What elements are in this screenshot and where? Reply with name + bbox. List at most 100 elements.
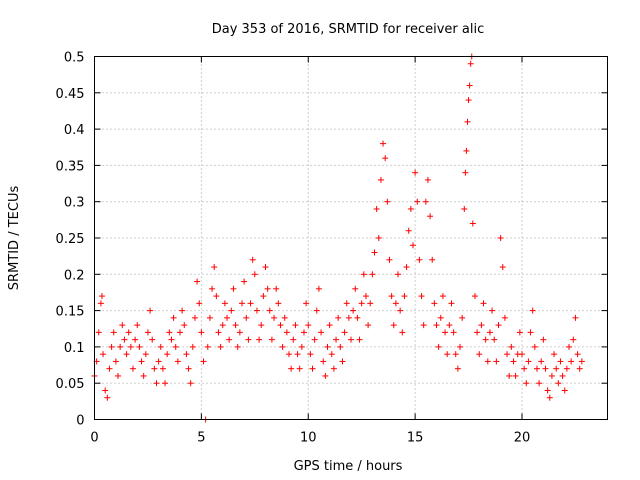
data-point bbox=[380, 140, 387, 147]
data-point bbox=[127, 343, 134, 350]
data-point bbox=[523, 380, 530, 387]
data-point bbox=[277, 322, 284, 329]
data-point bbox=[439, 293, 446, 300]
data-point bbox=[563, 365, 570, 372]
y-tick-label: 0.35 bbox=[56, 159, 85, 174]
data-point bbox=[157, 343, 164, 350]
data-point bbox=[311, 336, 318, 343]
data-point bbox=[234, 343, 241, 350]
data-point bbox=[95, 329, 102, 336]
data-point bbox=[501, 314, 508, 321]
data-point bbox=[315, 285, 322, 292]
data-point bbox=[204, 343, 211, 350]
data-point bbox=[123, 351, 130, 358]
data-point bbox=[236, 329, 243, 336]
data-point bbox=[194, 278, 201, 285]
data-point bbox=[521, 365, 528, 372]
y-tick-label: 0.2 bbox=[64, 268, 85, 283]
data-point bbox=[121, 336, 128, 343]
data-point bbox=[466, 82, 473, 89]
data-point bbox=[215, 329, 222, 336]
data-point bbox=[110, 329, 117, 336]
data-point bbox=[200, 358, 207, 365]
data-point bbox=[476, 351, 483, 358]
data-point bbox=[557, 358, 564, 365]
data-point bbox=[330, 365, 337, 372]
data-point bbox=[464, 118, 471, 125]
data-point bbox=[457, 343, 464, 350]
data-point bbox=[397, 307, 404, 314]
data-point bbox=[189, 343, 196, 350]
data-point bbox=[221, 300, 228, 307]
data-point bbox=[401, 293, 408, 300]
data-point bbox=[454, 365, 461, 372]
data-point bbox=[125, 329, 132, 336]
data-point bbox=[258, 322, 265, 329]
data-point bbox=[132, 336, 139, 343]
data-point bbox=[561, 387, 568, 394]
data-point bbox=[367, 300, 374, 307]
data-point bbox=[138, 358, 145, 365]
data-point bbox=[392, 300, 399, 307]
data-point bbox=[333, 336, 340, 343]
data-point bbox=[422, 198, 429, 205]
data-point bbox=[578, 358, 585, 365]
data-point bbox=[341, 329, 348, 336]
data-point bbox=[256, 336, 263, 343]
data-point bbox=[373, 205, 380, 212]
data-point bbox=[98, 293, 105, 300]
data-point bbox=[542, 365, 549, 372]
data-point bbox=[362, 293, 369, 300]
data-point bbox=[226, 336, 233, 343]
data-point bbox=[386, 256, 393, 263]
data-point bbox=[294, 351, 301, 358]
data-point bbox=[326, 322, 333, 329]
data-point bbox=[168, 336, 175, 343]
data-point bbox=[497, 235, 504, 241]
data-point bbox=[153, 380, 160, 387]
data-point bbox=[350, 307, 357, 314]
data-point bbox=[147, 307, 154, 314]
data-point bbox=[247, 300, 254, 307]
data-point bbox=[352, 285, 359, 292]
data-point bbox=[409, 242, 416, 249]
data-point bbox=[525, 358, 532, 365]
data-point bbox=[288, 365, 295, 372]
data-point bbox=[399, 329, 406, 336]
y-tick-label: 0.3 bbox=[64, 196, 85, 211]
data-point bbox=[275, 300, 282, 307]
data-point bbox=[106, 365, 113, 372]
data-point bbox=[574, 351, 581, 358]
data-point bbox=[348, 336, 354, 343]
data-point bbox=[249, 256, 256, 263]
data-point bbox=[504, 351, 511, 358]
data-point bbox=[279, 343, 286, 350]
data-point bbox=[437, 314, 444, 321]
data-point bbox=[303, 300, 310, 307]
data-point bbox=[568, 358, 575, 365]
grid-layer bbox=[94, 56, 608, 420]
x-tick-label: 0 bbox=[90, 431, 98, 446]
data-point bbox=[155, 358, 162, 365]
data-point bbox=[328, 351, 335, 358]
data-point bbox=[390, 322, 397, 329]
data-point bbox=[486, 329, 493, 336]
data-point bbox=[224, 314, 231, 321]
data-point bbox=[536, 380, 543, 387]
data-point bbox=[251, 271, 258, 278]
data-point bbox=[467, 60, 474, 67]
data-point bbox=[427, 213, 434, 220]
data-point bbox=[553, 365, 560, 372]
data-point bbox=[213, 293, 220, 300]
data-point bbox=[538, 358, 545, 365]
data-point bbox=[474, 329, 481, 336]
data-point bbox=[442, 329, 449, 336]
data-point bbox=[339, 358, 346, 365]
data-point bbox=[572, 314, 579, 321]
data-point bbox=[544, 387, 551, 394]
data-point bbox=[172, 343, 179, 350]
data-point bbox=[403, 264, 410, 271]
data-point bbox=[548, 372, 555, 379]
